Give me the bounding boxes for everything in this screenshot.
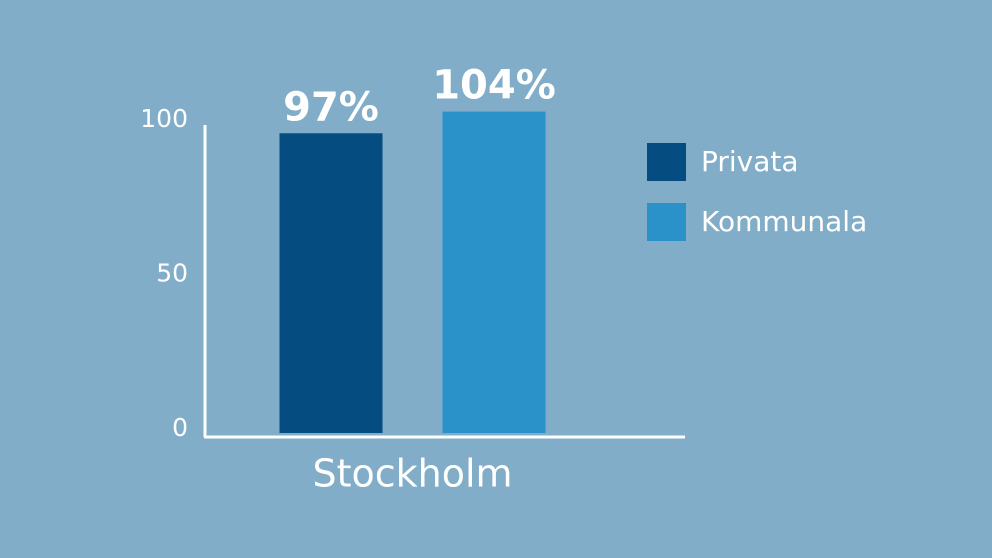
y-tick-label: 100 bbox=[140, 104, 188, 133]
legend-label: Privata bbox=[701, 145, 799, 178]
legend-swatch bbox=[647, 203, 686, 241]
legend-swatch bbox=[647, 143, 686, 181]
legend-label: Kommunala bbox=[701, 205, 867, 238]
x-tick-label: Stockholm bbox=[312, 452, 512, 496]
bar bbox=[279, 133, 383, 433]
value-label: 97% bbox=[283, 84, 379, 130]
value-label: 104% bbox=[432, 63, 556, 109]
y-tick-label: 50 bbox=[156, 259, 188, 288]
bar bbox=[442, 111, 546, 433]
y-tick-label: 0 bbox=[172, 413, 188, 442]
